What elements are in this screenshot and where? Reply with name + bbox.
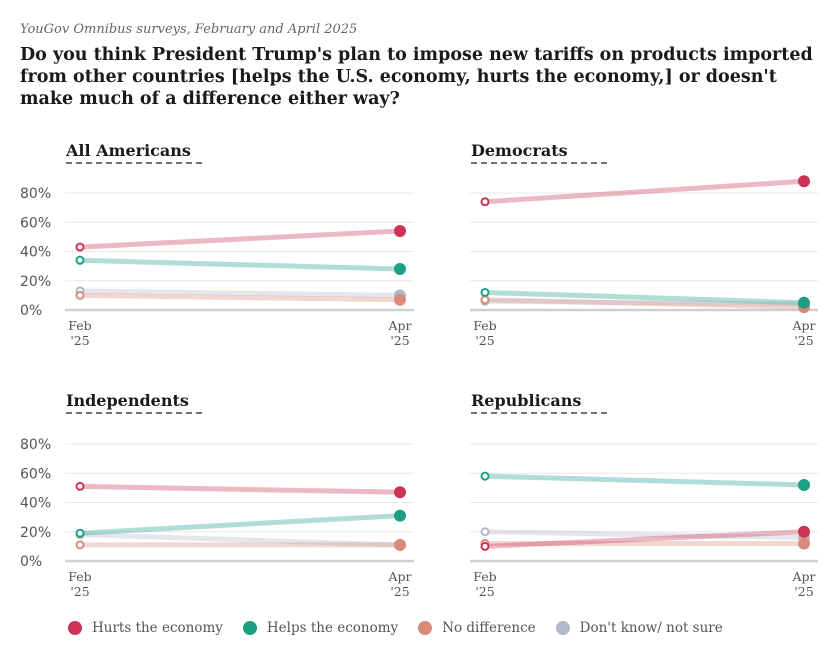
x-tick-label: Apr '25	[387, 318, 411, 348]
series-line-dont_know	[77, 532, 403, 548]
x-tick-label: Feb '25	[68, 569, 91, 599]
panel-title: Republicans	[471, 391, 581, 410]
point-end-hurts	[798, 175, 810, 188]
panel-title: Independents	[66, 391, 189, 410]
series-line-hurts	[77, 483, 403, 495]
point-start-no_difference	[480, 295, 490, 305]
x-tick-label: Feb '25	[68, 318, 91, 348]
point-start-hurts	[480, 197, 490, 207]
y-tick-label: 80%	[20, 186, 51, 202]
y-tick-label: 0%	[20, 554, 42, 570]
point-start-dont_know	[480, 527, 490, 537]
legend-label: Helps the economy	[266, 620, 399, 636]
panel-title: Democrats	[471, 141, 568, 160]
point-start-helps	[480, 471, 490, 481]
legend-item-helps: Helps the economy	[242, 620, 399, 636]
legend-label: Don't know/ not sure	[579, 620, 723, 636]
series-line-hurts	[482, 178, 807, 205]
series-line-no_difference	[482, 297, 807, 310]
point-end-helps	[394, 263, 406, 276]
point-end-hurts	[394, 225, 406, 238]
x-tick-label: Feb '25	[473, 318, 496, 348]
y-tick-label: 20%	[20, 525, 51, 541]
legend: Hurts the economy Helps the economy No dif…	[68, 620, 743, 636]
y-tick-label: 40%	[20, 496, 51, 512]
point-end-no_difference	[394, 538, 406, 551]
series-line-helps	[482, 289, 807, 306]
point-end-no_difference	[394, 293, 406, 306]
series-line-helps	[77, 257, 403, 272]
point-start-hurts	[75, 481, 85, 491]
y-tick-label: 80%	[20, 437, 51, 453]
point-start-hurts	[75, 242, 85, 252]
point-end-hurts	[394, 486, 406, 499]
series-line-hurts	[77, 228, 403, 250]
legend-label: Hurts the economy	[92, 620, 223, 636]
x-tick-label: Apr '25	[791, 569, 815, 599]
point-start-no_difference	[75, 540, 85, 550]
point-end-hurts	[798, 525, 810, 538]
y-tick-label: 60%	[20, 215, 51, 231]
point-end-helps	[394, 509, 406, 522]
point-start-helps	[75, 528, 85, 538]
x-tick-label: Apr '25	[387, 569, 411, 599]
point-start-helps	[75, 255, 85, 265]
series-line-helps	[77, 513, 403, 536]
legend-swatch	[418, 621, 433, 635]
y-tick-label: 40%	[20, 245, 51, 261]
chart-title: Do you think President Trump's plan to i…	[20, 45, 813, 109]
series-line-helps	[482, 473, 807, 488]
y-tick-label: 20%	[20, 274, 51, 290]
point-end-helps	[798, 478, 810, 491]
series-line-no_difference	[77, 292, 403, 303]
legend-swatch	[242, 621, 257, 635]
series-line-hurts	[482, 529, 807, 549]
legend-item-dont_know: Don't know/ not sure	[555, 620, 723, 636]
series-line-dont_know	[77, 288, 403, 298]
legend-item-no_difference: No difference	[418, 620, 536, 636]
point-start-helps	[480, 287, 490, 297]
point-start-hurts	[480, 541, 490, 551]
legend-label: No difference	[442, 620, 536, 636]
legend-swatch	[555, 621, 570, 635]
series-line-dont_know	[482, 298, 807, 307]
point-end-no_difference	[798, 537, 810, 550]
source-note: YouGov Omnibus surveys, February and Apr…	[20, 22, 358, 37]
y-tick-label: 60%	[20, 466, 51, 482]
point-start-no_difference	[75, 290, 85, 300]
x-tick-label: Feb '25	[473, 569, 496, 599]
legend-item-hurts: Hurts the economy	[68, 620, 223, 636]
y-tick-label: 0%	[20, 303, 42, 319]
legend-swatch	[68, 621, 82, 635]
panel-title: All Americans	[65, 141, 191, 160]
series-line-dont_know	[482, 529, 807, 541]
x-tick-label: Apr '25	[791, 318, 815, 348]
point-end-helps	[798, 296, 810, 309]
